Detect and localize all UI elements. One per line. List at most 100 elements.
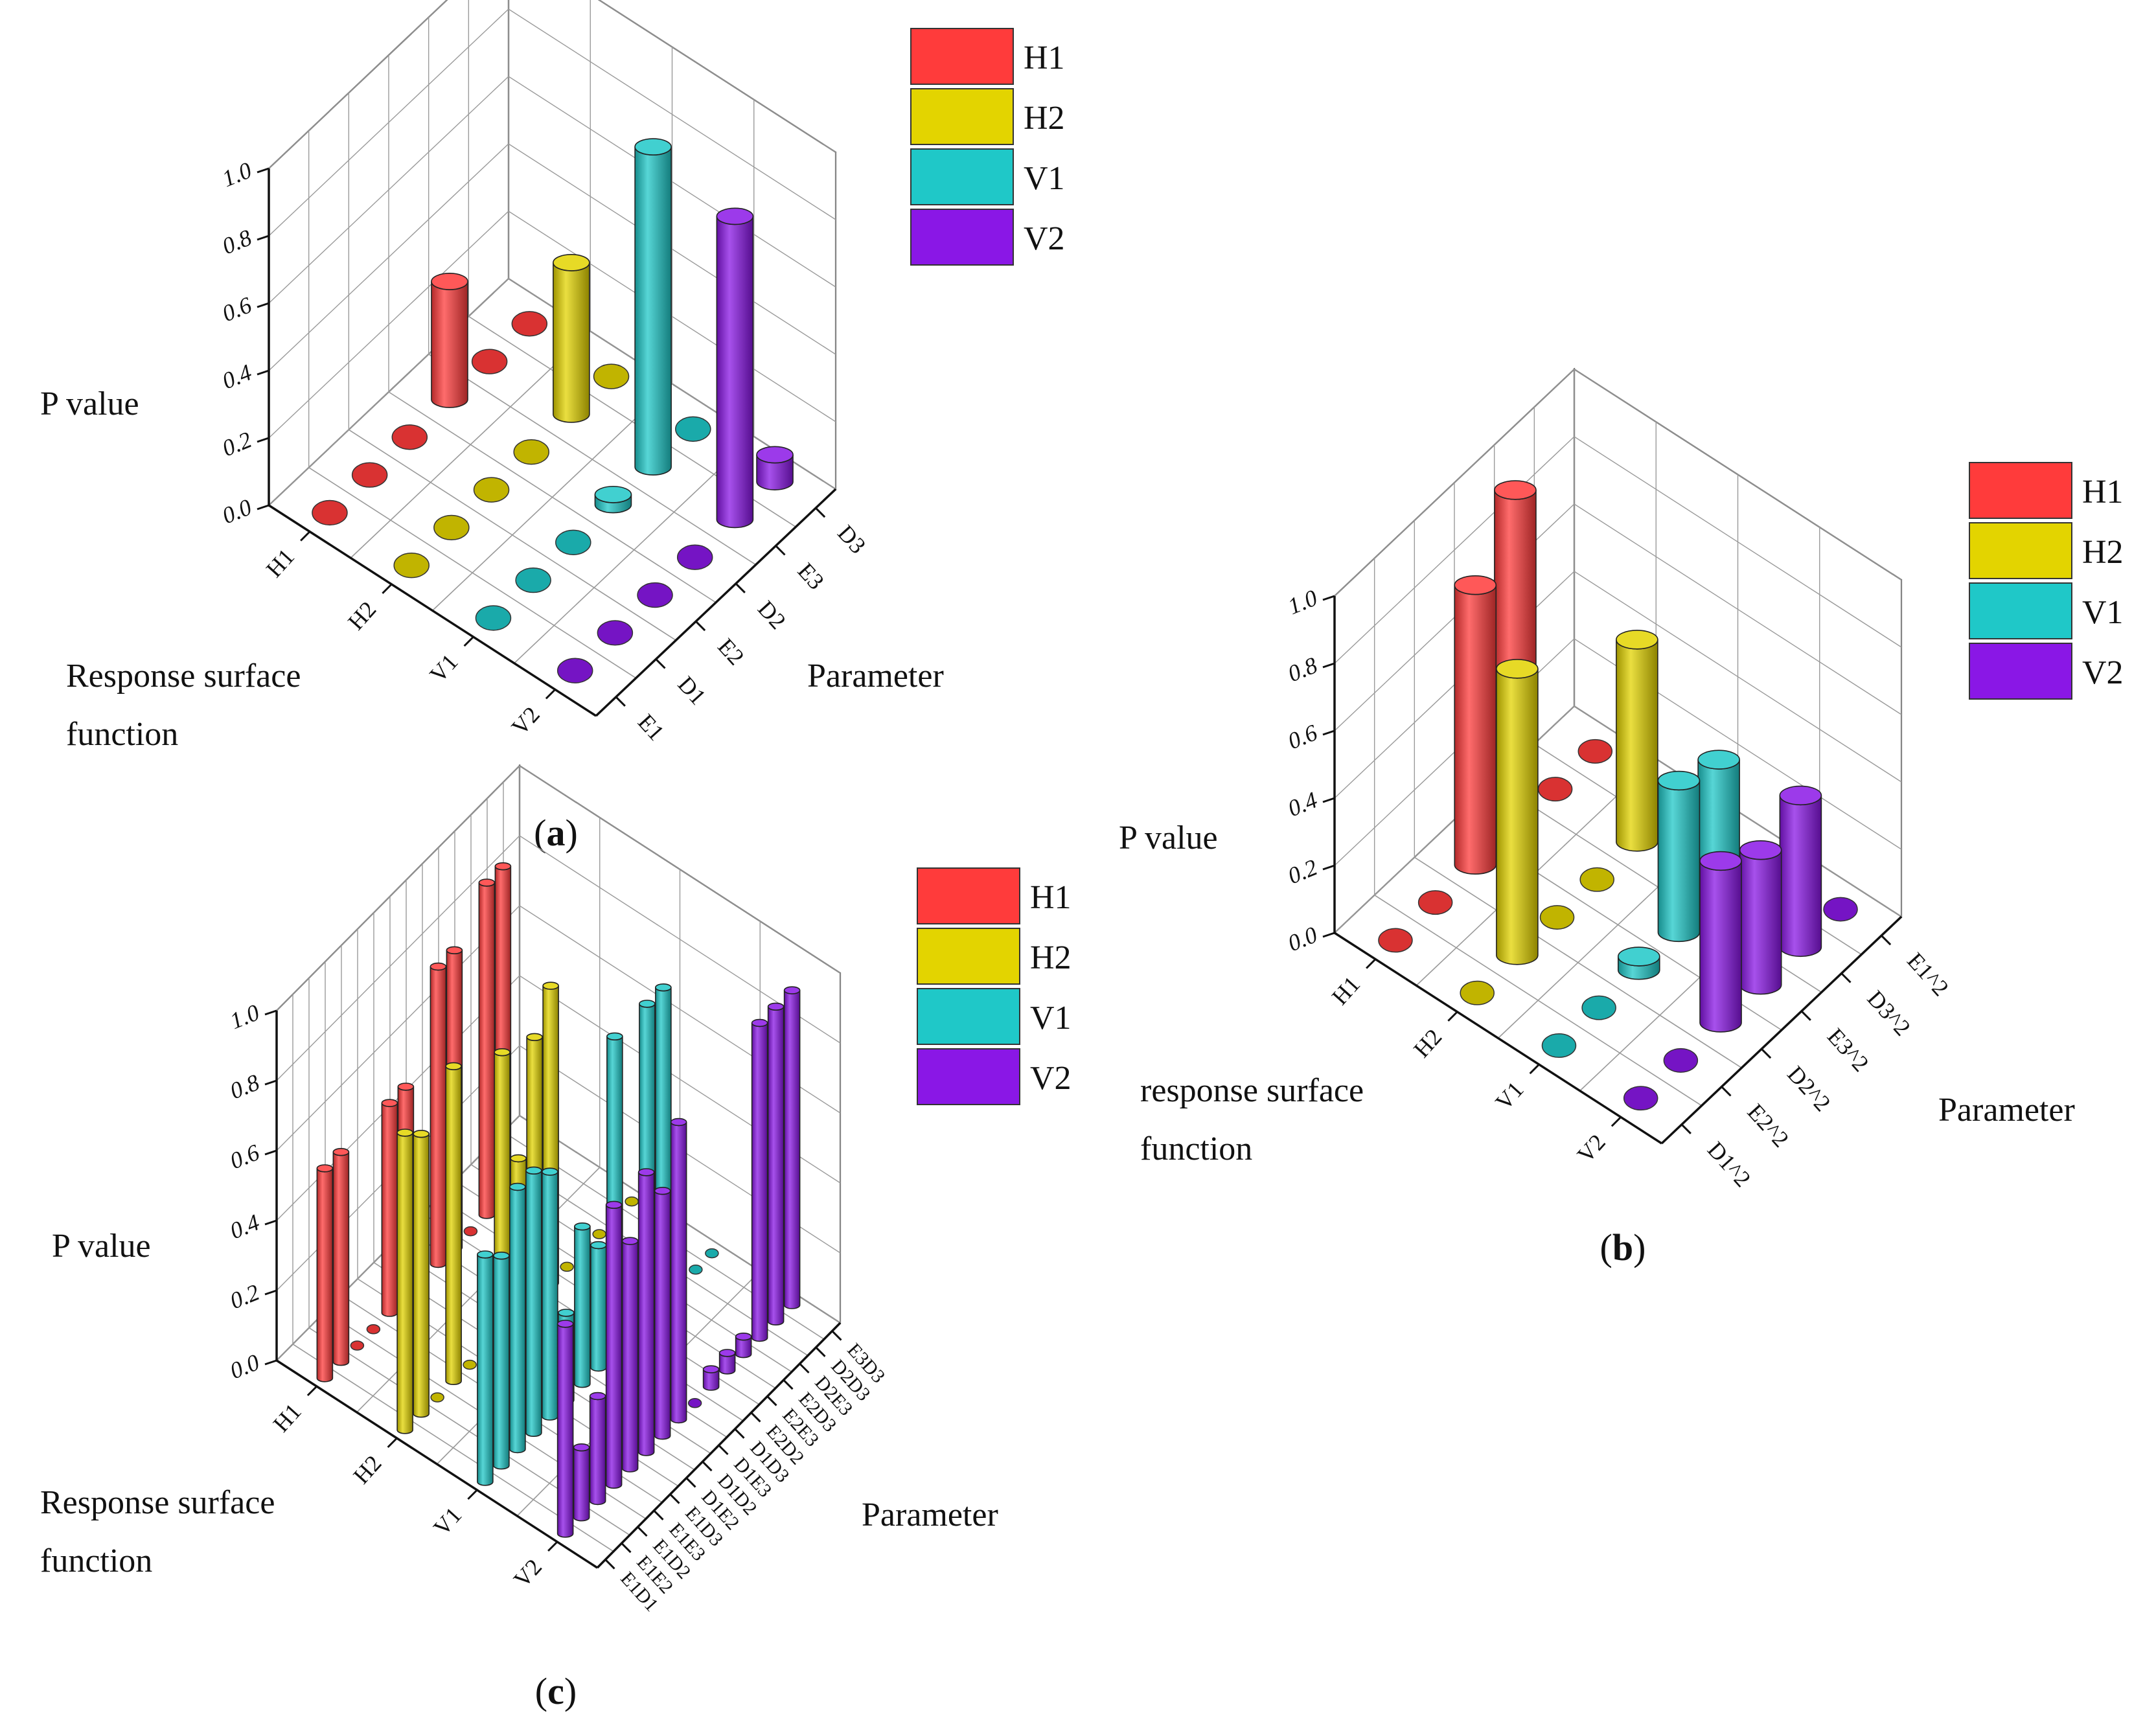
- y-tick: [264, 1009, 277, 1016]
- y-tick: [264, 1079, 277, 1086]
- legend-item-V1: V1: [1969, 582, 2124, 639]
- bar-V2-D1^2: [1623, 1086, 1658, 1111]
- bar-V2-D1E2: [637, 1168, 655, 1456]
- y-tick: [264, 1289, 277, 1296]
- wall-gridline: [276, 765, 841, 1011]
- bars: [1378, 480, 1858, 1111]
- y-tick-label: 0.8: [1284, 652, 1321, 687]
- floor-gridline: [388, 391, 717, 603]
- z-tick: [799, 1362, 810, 1374]
- wall-gridline: [1334, 436, 1902, 664]
- floor-gridline: [1374, 894, 1703, 1107]
- bar-V2-E2D2: [702, 1365, 720, 1391]
- bar-H2-E2: [473, 477, 510, 503]
- parameter-tick-label: D2^2: [1782, 1061, 1836, 1116]
- legend-item-H2: H2: [910, 88, 1065, 145]
- legend: H1 H2 V1 V2: [917, 867, 1072, 1105]
- bar-H2-E1D3: [463, 1359, 477, 1370]
- x-tick: [1529, 1064, 1540, 1075]
- function-tick-label: H1: [268, 1399, 306, 1437]
- z-tick: [766, 1395, 777, 1406]
- legend-item-H2: H2: [1969, 522, 2124, 579]
- bar-V1-D2: [594, 485, 632, 514]
- legend-label: H2: [1030, 939, 1072, 976]
- bar-H1-D1E3: [430, 962, 447, 1268]
- bar-V1-E1E2: [493, 1251, 510, 1470]
- function-tick-label: V2: [507, 702, 545, 740]
- legend-swatch: [1969, 462, 2072, 519]
- legend-label: V2: [1030, 1060, 1072, 1097]
- bar-H2-E3^2: [1579, 867, 1614, 892]
- x-tick: [300, 531, 311, 542]
- wall-gridline: [268, 0, 836, 169]
- y-tick: [1322, 662, 1335, 669]
- legend-label: H1: [1030, 879, 1072, 916]
- bar-V1-D2^2: [1617, 946, 1660, 980]
- function-tick-label: V1: [428, 1502, 466, 1541]
- bar-H1-E1D1: [316, 1164, 334, 1382]
- parameter-tick-label: E3^2: [1822, 1023, 1874, 1076]
- bar-V2-E1D3: [621, 1237, 639, 1473]
- legend-item-H1: H1: [917, 867, 1072, 924]
- bar-H2-E1: [393, 553, 430, 579]
- bar-V2-D2: [676, 544, 713, 570]
- z-tick: [815, 1346, 826, 1357]
- bar-H1-E1^2: [1577, 739, 1613, 764]
- bar-V2-D1D2: [654, 1186, 671, 1440]
- floor-gridline: [428, 353, 757, 566]
- z-tick: [815, 507, 826, 518]
- bar-H1-E2: [391, 424, 428, 450]
- bar-H1-E2D2: [463, 1226, 478, 1237]
- z-tick: [1881, 935, 1892, 946]
- x-tick: [382, 583, 393, 594]
- bar-V2-E2^2: [1663, 1048, 1699, 1073]
- y-tick-label: 0.4: [226, 1209, 263, 1244]
- bar-H1-E2^2: [1417, 890, 1453, 915]
- parameter-tick-label: D1: [673, 671, 711, 709]
- bar-V1-E1E3: [525, 1166, 542, 1437]
- x-axis-title: function: [66, 716, 178, 753]
- legend-label: V1: [2082, 594, 2124, 631]
- x-tick: [1447, 1011, 1458, 1022]
- y-tick-label: 0.2: [226, 1279, 263, 1314]
- bar-V1-D3: [675, 416, 711, 442]
- y-tick: [257, 235, 270, 241]
- x-axis-title: function: [1140, 1130, 1252, 1167]
- legend-swatch: [1969, 643, 2072, 700]
- wall-gridline: [268, 8, 836, 236]
- function-tick-label: H2: [1408, 1024, 1447, 1062]
- parameter-tick-label: E2: [713, 634, 749, 670]
- z-tick: [1800, 1010, 1811, 1021]
- bar-V2-E1: [556, 658, 593, 683]
- x-tick: [306, 1385, 317, 1397]
- legend-label: V2: [2082, 654, 2124, 691]
- parameter-tick-label: E2^2: [1743, 1099, 1795, 1152]
- y-tick-label: 0.4: [218, 359, 255, 394]
- legend-label: V1: [1024, 160, 1065, 197]
- y-tick-label: 0.2: [1284, 854, 1321, 889]
- legend-item-V2: V2: [917, 1048, 1072, 1105]
- z-tick: [669, 1493, 680, 1504]
- bar-V1-E2: [555, 529, 591, 555]
- bar-V1-D2D3: [689, 1265, 703, 1275]
- y-tick-label: 1.0: [1284, 584, 1321, 619]
- bar-V1-E3^2: [1657, 770, 1701, 943]
- legend-swatch: [1969, 522, 2072, 579]
- y-tick: [257, 504, 270, 510]
- legend-label: V1: [1030, 1000, 1072, 1037]
- bar-V1-E2^2: [1581, 995, 1616, 1020]
- bars: [316, 862, 801, 1538]
- legend-item-H2: H2: [917, 928, 1072, 985]
- legend-swatch: [917, 867, 1020, 924]
- legend-item-V2: V2: [910, 209, 1065, 266]
- z-tick: [621, 1542, 632, 1554]
- bars: [312, 138, 794, 683]
- bar-V2-D2^2: [1699, 851, 1742, 1033]
- z-tick: [1680, 1123, 1692, 1134]
- function-tick-label: H1: [1327, 971, 1365, 1009]
- floor-gridline: [308, 466, 637, 679]
- y-tick-label: 0.4: [1284, 786, 1321, 821]
